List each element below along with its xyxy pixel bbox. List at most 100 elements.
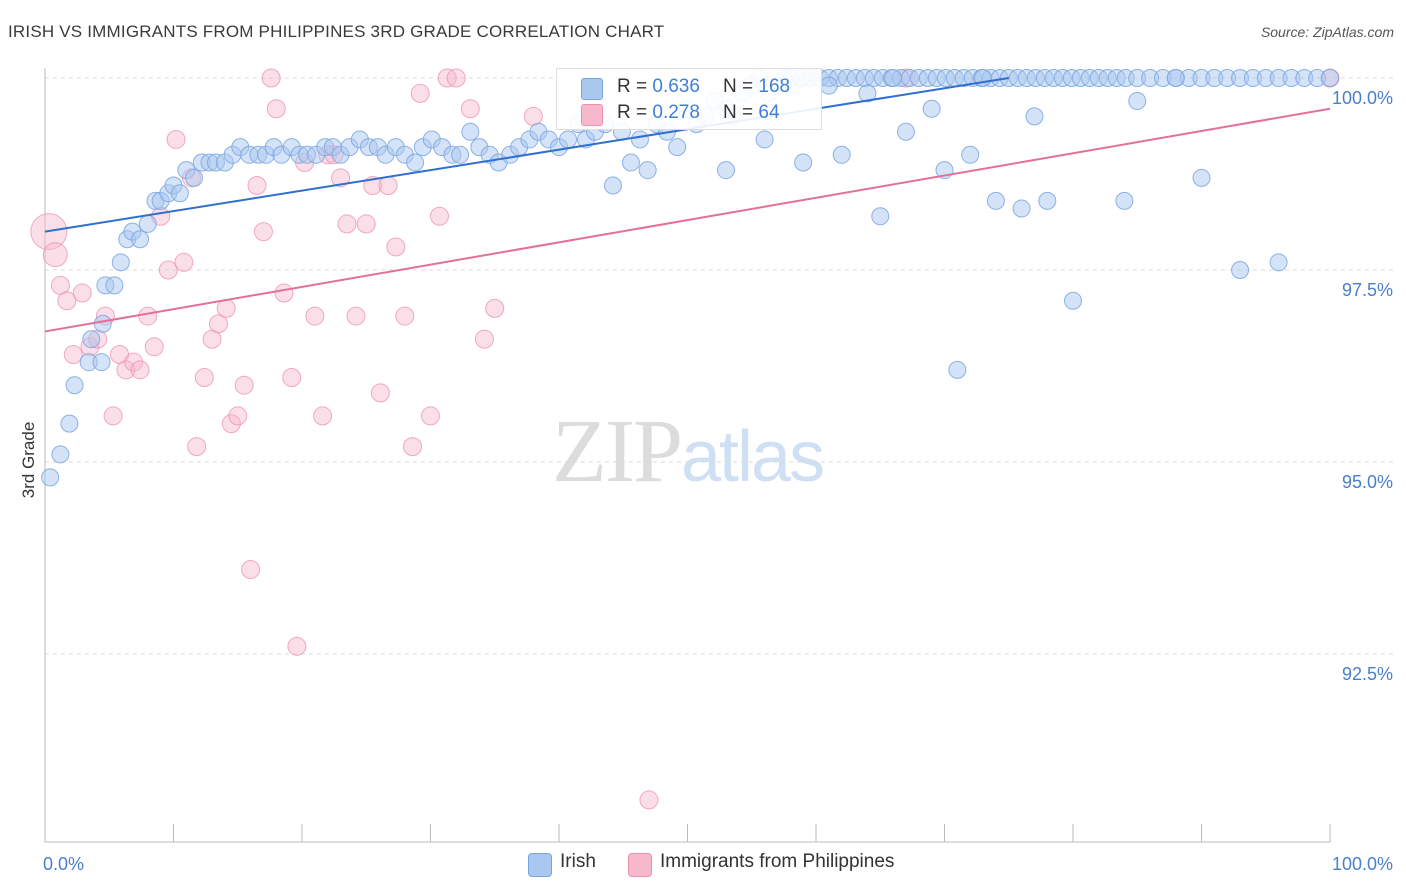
- watermark: ZIPatlas: [552, 400, 825, 503]
- philippines-point: [460, 99, 480, 119]
- irish-point: [621, 153, 640, 172]
- series-legend-swatch-philippines: [628, 853, 652, 877]
- legend-n-value: 168: [758, 76, 791, 97]
- legend-r-label: R =: [617, 102, 653, 123]
- irish-point: [92, 353, 111, 372]
- legend-r-label: R =: [617, 76, 653, 97]
- irish-point: [1321, 69, 1339, 87]
- philippines-point: [313, 406, 333, 426]
- irish-point: [60, 414, 79, 433]
- series-legend-philippines: Immigrants from Philippines: [660, 851, 895, 872]
- irish-point: [1115, 191, 1134, 210]
- legend-r-philippines: R = 0.278: [617, 102, 700, 124]
- philippines-point: [474, 329, 494, 349]
- irish-point: [630, 130, 649, 149]
- legend-swatch-philippines: [581, 104, 603, 126]
- philippines-point: [144, 337, 164, 357]
- legend-n-label: N =: [723, 102, 759, 123]
- irish-point: [717, 161, 736, 180]
- legend-n-value: 64: [758, 102, 780, 123]
- philippines-point: [378, 176, 398, 196]
- irish-point: [603, 176, 622, 195]
- irish-trend-line: [44, 77, 1009, 233]
- y-tick-label: 97.5%: [1342, 280, 1393, 300]
- irish-point: [558, 130, 577, 149]
- watermark-atlas: atlas: [681, 417, 825, 497]
- philippines-point: [63, 344, 83, 364]
- philippines-point: [266, 99, 286, 119]
- legend-swatch-irish: [581, 78, 603, 100]
- irish-point: [93, 314, 112, 333]
- irish-points: [41, 69, 1339, 487]
- irish-point: [858, 84, 877, 103]
- philippines-point: [305, 306, 325, 326]
- irish-point: [131, 230, 150, 249]
- irish-point: [41, 468, 60, 487]
- irish-point: [638, 161, 657, 180]
- irish-point: [138, 214, 157, 233]
- series-legend: Irish Immigrants from Philippines: [0, 851, 1406, 879]
- irish-point: [1128, 92, 1147, 111]
- philippines-point: [174, 252, 194, 272]
- irish-point: [1192, 168, 1211, 187]
- philippines-point: [410, 83, 430, 103]
- philippines-point: [194, 368, 214, 388]
- irish-point: [832, 145, 851, 164]
- irish-point: [82, 330, 101, 349]
- philippines-point: [253, 222, 273, 242]
- legend-n-irish: N = 168: [723, 76, 790, 98]
- irish-point: [884, 69, 903, 87]
- philippines-point: [228, 406, 248, 426]
- philippines-point: [523, 106, 543, 126]
- irish-point: [961, 145, 980, 164]
- irish-point: [819, 76, 838, 95]
- x-tick-label-start: 0.0%: [43, 854, 84, 874]
- philippines-point: [208, 314, 228, 334]
- axes: [44, 68, 1331, 843]
- trend-lines: [44, 77, 1331, 333]
- y-axis-title: 3rd Grade: [19, 422, 38, 499]
- philippines-point: [346, 306, 366, 326]
- legend-r-irish: R = 0.636: [617, 76, 700, 98]
- philippines-point: [221, 414, 241, 434]
- philippines-point: [57, 291, 77, 311]
- irish-point: [986, 191, 1005, 210]
- philippines-point: [187, 437, 207, 457]
- philippines-point: [421, 406, 440, 426]
- philippines-point: [403, 437, 423, 457]
- philippines-point: [274, 283, 294, 303]
- philippines-point: [282, 368, 302, 388]
- irish-point: [1038, 191, 1057, 210]
- irish-point: [794, 153, 813, 172]
- philippines-point: [485, 298, 505, 318]
- irish-point: [1012, 199, 1031, 218]
- correlation-legend: R = 0.636 N = 168 R = 0.278 N = 64: [556, 68, 822, 130]
- irish-point: [948, 360, 967, 379]
- y-tick-label: 95.0%: [1342, 472, 1393, 492]
- philippines-point: [287, 636, 307, 656]
- philippines-point: [356, 214, 376, 234]
- legend-n-philippines: N = 64: [723, 102, 780, 124]
- irish-point: [755, 130, 774, 149]
- philippines-point: [130, 360, 150, 380]
- source-label: Source: ZipAtlas.com: [1260, 24, 1394, 40]
- philippines-point: [337, 214, 357, 234]
- axis-labels: 92.5% 95.0% 97.5% 100.0% 0.0% 100.0% 3rd Grade: [19, 88, 1393, 874]
- philippines-point: [241, 560, 261, 580]
- philippines-point: [42, 242, 68, 268]
- y-tick-label: 92.5%: [1342, 664, 1393, 684]
- irish-point: [461, 122, 480, 141]
- philippines-point: [72, 283, 92, 303]
- philippines-point: [116, 360, 136, 380]
- legend-r-value: 0.636: [652, 76, 700, 97]
- philippines-point: [247, 176, 267, 196]
- irish-point: [668, 138, 687, 157]
- irish-point: [65, 376, 84, 395]
- irish-point: [170, 184, 189, 203]
- philippines-trend-line: [44, 107, 1331, 333]
- philippines-point: [639, 790, 659, 810]
- philippines-point: [331, 168, 351, 188]
- chart-title: IRISH VS IMMIGRANTS FROM PHILIPPINES 3RD…: [8, 22, 665, 41]
- philippines-point: [429, 206, 449, 226]
- philippines-point: [261, 68, 281, 88]
